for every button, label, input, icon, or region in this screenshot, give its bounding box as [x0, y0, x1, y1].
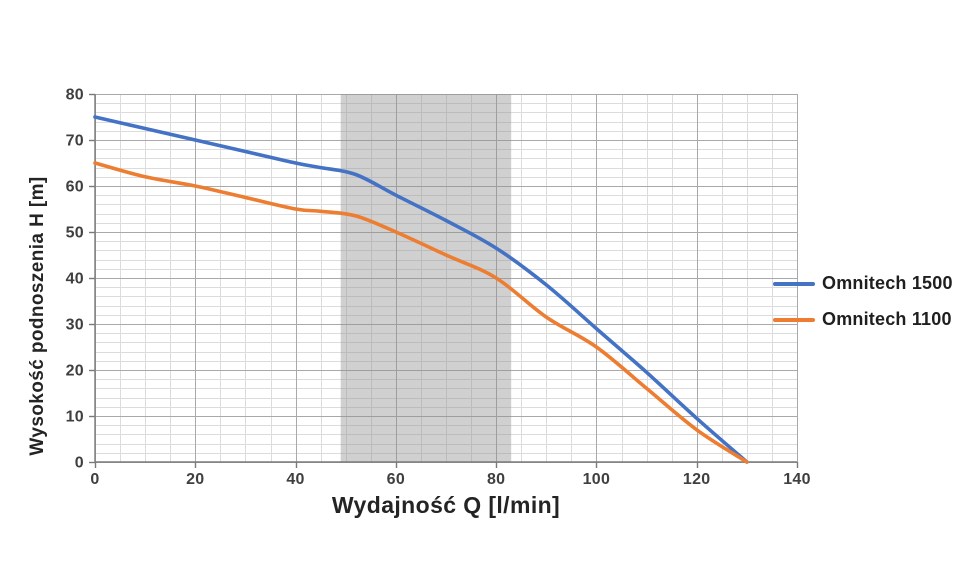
y-tick-label: 0 — [75, 455, 84, 472]
legend-item-omnitech-1500: Omnitech 1500 — [773, 271, 953, 296]
legend: Omnitech 1500 Omnitech 1100 — [773, 271, 953, 332]
x-tick-label: 60 — [387, 471, 405, 488]
x-tick-label: 80 — [487, 471, 505, 488]
x-axis-title: Wydajność Q [l/min] — [331, 492, 561, 518]
x-tick-label: 20 — [186, 471, 204, 488]
legend-line-icon — [773, 317, 815, 322]
x-tick-label: 140 — [783, 471, 811, 488]
x-tick-label: 120 — [683, 471, 711, 488]
y-tick-label: 30 — [66, 317, 84, 334]
legend-label: Omnitech 1500 — [822, 273, 953, 293]
axis-ticks — [89, 93, 799, 468]
y-axis-title: Wysokość podnoszenia H [m] — [27, 176, 48, 456]
y-tick-label: 80 — [66, 87, 84, 104]
series-line-omnitech-1100 — [93, 161, 749, 464]
legend-item-omnitech-1100: Omnitech 1100 — [773, 307, 953, 332]
x-tick-label: 100 — [583, 471, 611, 488]
series-line-omnitech-1500 — [93, 115, 749, 464]
x-tick-label: 0 — [90, 471, 99, 488]
y-tick-label: 40 — [66, 271, 84, 288]
y-tick-label: 10 — [66, 409, 84, 426]
y-tick-label: 20 — [66, 363, 84, 380]
y-tick-label: 70 — [66, 133, 84, 150]
y-tick-label: 50 — [66, 225, 84, 242]
legend-label: Omnitech 1100 — [822, 309, 952, 329]
x-tick-label: 40 — [286, 471, 304, 488]
operating-range-band — [340, 94, 512, 462]
legend-line-icon — [773, 281, 815, 286]
tick-labels: 0 10 20 30 40 50 60 70 80 0 20 40 60 80 100 120 140 — [66, 87, 811, 489]
y-tick-label: 60 — [66, 179, 84, 196]
